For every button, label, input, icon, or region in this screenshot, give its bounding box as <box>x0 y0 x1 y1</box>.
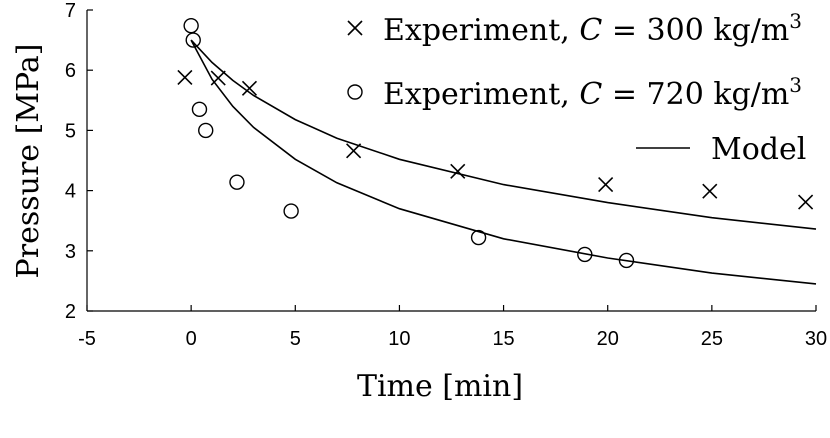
legend-marker-circle <box>347 84 363 100</box>
legend-label-model: Model <box>711 132 806 167</box>
y-tick-label: 2 <box>65 301 76 323</box>
x-tick-label: 30 <box>805 328 827 350</box>
data-point-cross <box>346 143 362 159</box>
y-tick-label: 6 <box>65 60 76 82</box>
y-tick-label: 7 <box>65 0 76 22</box>
data-point-circle <box>470 229 487 246</box>
legend: Experiment, C = 300 kg/m3 Experiment, C … <box>347 9 806 167</box>
y-tick-label: 5 <box>65 120 76 142</box>
x-tick-label: 25 <box>701 328 723 350</box>
model-curve <box>190 39 817 230</box>
data-point-circle <box>191 101 208 118</box>
data-point-circle <box>577 246 593 263</box>
y-tick-label: 3 <box>65 241 76 263</box>
data-point-cross <box>177 69 193 85</box>
tick-labels: -5 0 5 10 15 20 25 30 2 3 4 5 6 7 <box>65 0 827 350</box>
data-point-cross <box>450 163 466 179</box>
data-point-circle <box>618 252 635 269</box>
x-tick-label: -5 <box>78 328 96 350</box>
x-tick-label: 10 <box>388 328 410 350</box>
legend-marker-cross <box>347 20 363 36</box>
x-axis-title: Time [min] <box>357 369 523 404</box>
y-axis-title: Pressure [MPa] <box>11 44 46 279</box>
legend-entry-model: Model <box>636 132 806 167</box>
data-point-cross <box>798 194 814 210</box>
x-tick-label: 0 <box>186 328 197 350</box>
data-markers <box>177 17 814 269</box>
x-tick-label: 15 <box>492 328 514 350</box>
x-tick-label: 20 <box>597 328 619 350</box>
y-tick-label: 4 <box>65 181 76 203</box>
axes <box>86 9 817 312</box>
model-curves <box>190 39 817 285</box>
data-point-cross <box>210 70 226 86</box>
legend-label-720: Experiment, C = 720 kg/m3 <box>383 73 802 112</box>
data-point-cross <box>598 177 614 193</box>
legend-label-300: Experiment, C = 300 kg/m3 <box>383 9 802 48</box>
x-tick-label: 5 <box>290 328 301 350</box>
data-point-circle <box>183 17 199 34</box>
model-curve <box>190 39 817 285</box>
data-point-circle <box>185 32 201 48</box>
data-point-circle <box>229 174 245 190</box>
data-point-circle <box>283 203 299 219</box>
data-point-circle <box>198 122 214 139</box>
data-point-cross <box>702 183 718 199</box>
data-point-cross <box>241 80 258 96</box>
legend-entry-300: Experiment, C = 300 kg/m3 <box>347 9 802 48</box>
legend-entry-720: Experiment, C = 720 kg/m3 <box>347 73 802 112</box>
